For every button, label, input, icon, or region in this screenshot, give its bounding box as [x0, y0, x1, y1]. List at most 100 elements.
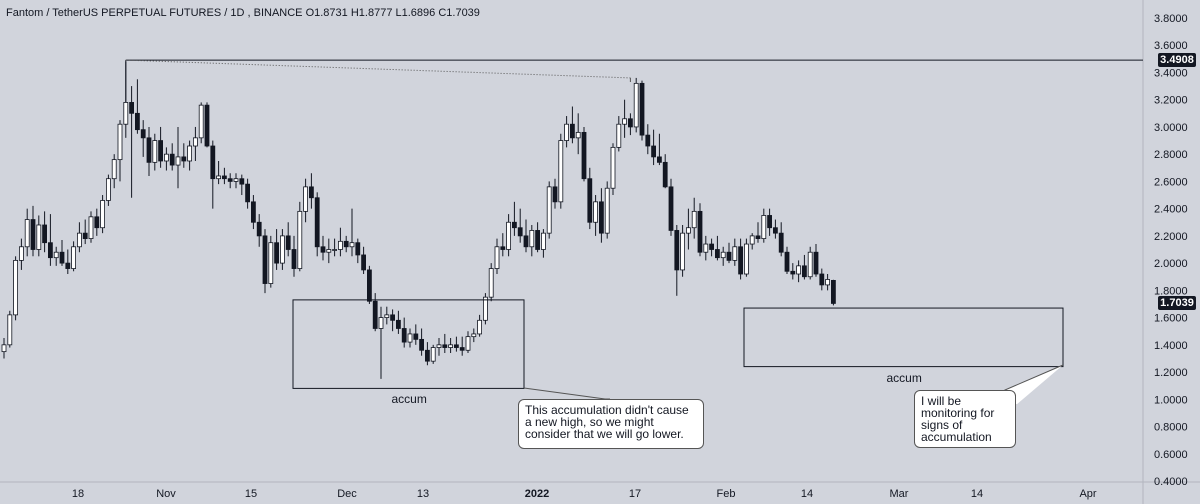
candle-body	[181, 156, 187, 162]
candle-body	[256, 221, 262, 237]
x-tick-label: 14	[971, 488, 983, 500]
candle-body	[227, 178, 233, 182]
candle-body	[285, 235, 291, 250]
candle-body	[488, 268, 494, 298]
candle-body	[303, 186, 309, 212]
candle-body	[697, 210, 703, 253]
candle-body	[361, 254, 367, 271]
callout-note-1[interactable]: This accumulation didn't cause a new hig…	[518, 399, 704, 449]
candle-body	[726, 251, 732, 261]
candle-body	[326, 249, 332, 253]
candle-body	[628, 118, 633, 128]
y-tick-label: 3.8000	[1154, 13, 1188, 25]
candle-body	[106, 178, 111, 201]
candle-body	[575, 131, 581, 139]
candle-body	[500, 246, 506, 250]
exchange: BINANCE	[253, 7, 303, 19]
candle-body	[599, 201, 604, 234]
candle-body	[395, 319, 401, 329]
candle-body	[123, 102, 129, 125]
candle-body	[111, 159, 117, 180]
candle-body	[77, 232, 82, 248]
candle-body	[616, 123, 622, 148]
candle-body	[152, 140, 158, 163]
candle-body	[320, 246, 326, 253]
y-tick-label: 3.4000	[1154, 67, 1188, 79]
candle-body	[552, 186, 558, 203]
candle-body	[146, 137, 152, 163]
candle-body	[686, 227, 691, 234]
candle-body	[169, 153, 175, 166]
y-tick-label: 2.0000	[1154, 258, 1188, 270]
candle-body	[761, 215, 767, 240]
candle-body	[384, 314, 390, 318]
interval[interactable]: 1D	[230, 7, 245, 19]
candle-body	[245, 183, 251, 203]
y-tick-label: 0.4000	[1154, 476, 1188, 488]
candle-body	[407, 333, 413, 343]
y-tick-label: 3.6000	[1154, 40, 1188, 52]
candle-body	[250, 201, 256, 223]
candle-body	[541, 232, 546, 250]
y-tick-label: 1.2000	[1154, 367, 1188, 379]
candle-body	[819, 273, 825, 286]
chart-header: Fantom / TetherUS PERPETUAL FUTURES / 1D…	[6, 7, 480, 19]
candle-body	[657, 156, 662, 163]
candle-body	[622, 118, 627, 125]
candle-body	[494, 246, 500, 269]
x-tick-label: Apr	[1079, 488, 1096, 500]
candle-body	[773, 227, 778, 234]
candle-body	[535, 230, 540, 250]
candle-body	[732, 246, 738, 261]
ohlc-low: L1.6896	[395, 7, 436, 19]
candle-body	[767, 215, 772, 229]
candle-body	[233, 178, 239, 182]
candle-body	[546, 186, 552, 234]
candle-body	[158, 140, 164, 162]
candle-body	[216, 175, 222, 180]
candle-body	[343, 240, 349, 248]
candle-body	[419, 338, 425, 351]
candle-body	[13, 259, 19, 316]
candle-body	[645, 134, 651, 147]
candle-body	[813, 251, 819, 275]
candle-body	[221, 175, 227, 180]
candle-body	[36, 224, 42, 250]
candle-body	[175, 156, 181, 166]
candle-body	[558, 140, 564, 203]
candle-body	[18, 246, 24, 261]
accum-label-1: accum	[391, 392, 427, 407]
candle-body	[100, 200, 105, 229]
accum-label-2: accum	[886, 370, 922, 385]
symbol-name[interactable]: Fantom / TetherUS PERPETUAL FUTURES	[6, 7, 222, 19]
price-tag-last: 1.7039	[1158, 296, 1196, 311]
candle-body	[65, 262, 71, 269]
callout-note-2[interactable]: I will be monitoring for signs of accumu…	[914, 390, 1016, 448]
candle-body	[88, 216, 94, 240]
candle-body	[24, 219, 30, 248]
candle-body	[332, 249, 338, 251]
candle-body	[1, 344, 7, 353]
candle-body	[778, 232, 784, 253]
candle-body	[790, 270, 796, 275]
candle-body	[744, 243, 749, 275]
y-tick-label: 1.4000	[1154, 340, 1188, 352]
candle-body	[517, 227, 523, 237]
accum-box-1	[292, 299, 525, 389]
x-tick-label: 15	[245, 488, 257, 500]
candle-body	[82, 232, 88, 240]
trend-line-dotted	[125, 59, 631, 79]
candle-body	[7, 314, 13, 346]
x-tick-label: Dec	[337, 488, 357, 500]
y-tick-label: 3.2000	[1154, 95, 1188, 107]
candle-body	[668, 186, 674, 231]
y-tick-label: 0.8000	[1154, 422, 1188, 434]
candles	[1, 61, 836, 379]
candle-body	[639, 82, 645, 136]
candle-body	[482, 296, 488, 321]
candle-body	[268, 242, 274, 284]
candle-body	[720, 251, 726, 259]
time-axis: 18 Nov 15 Dec 13 2022 17 Feb 14 Mar 14 Apr	[72, 488, 1097, 500]
